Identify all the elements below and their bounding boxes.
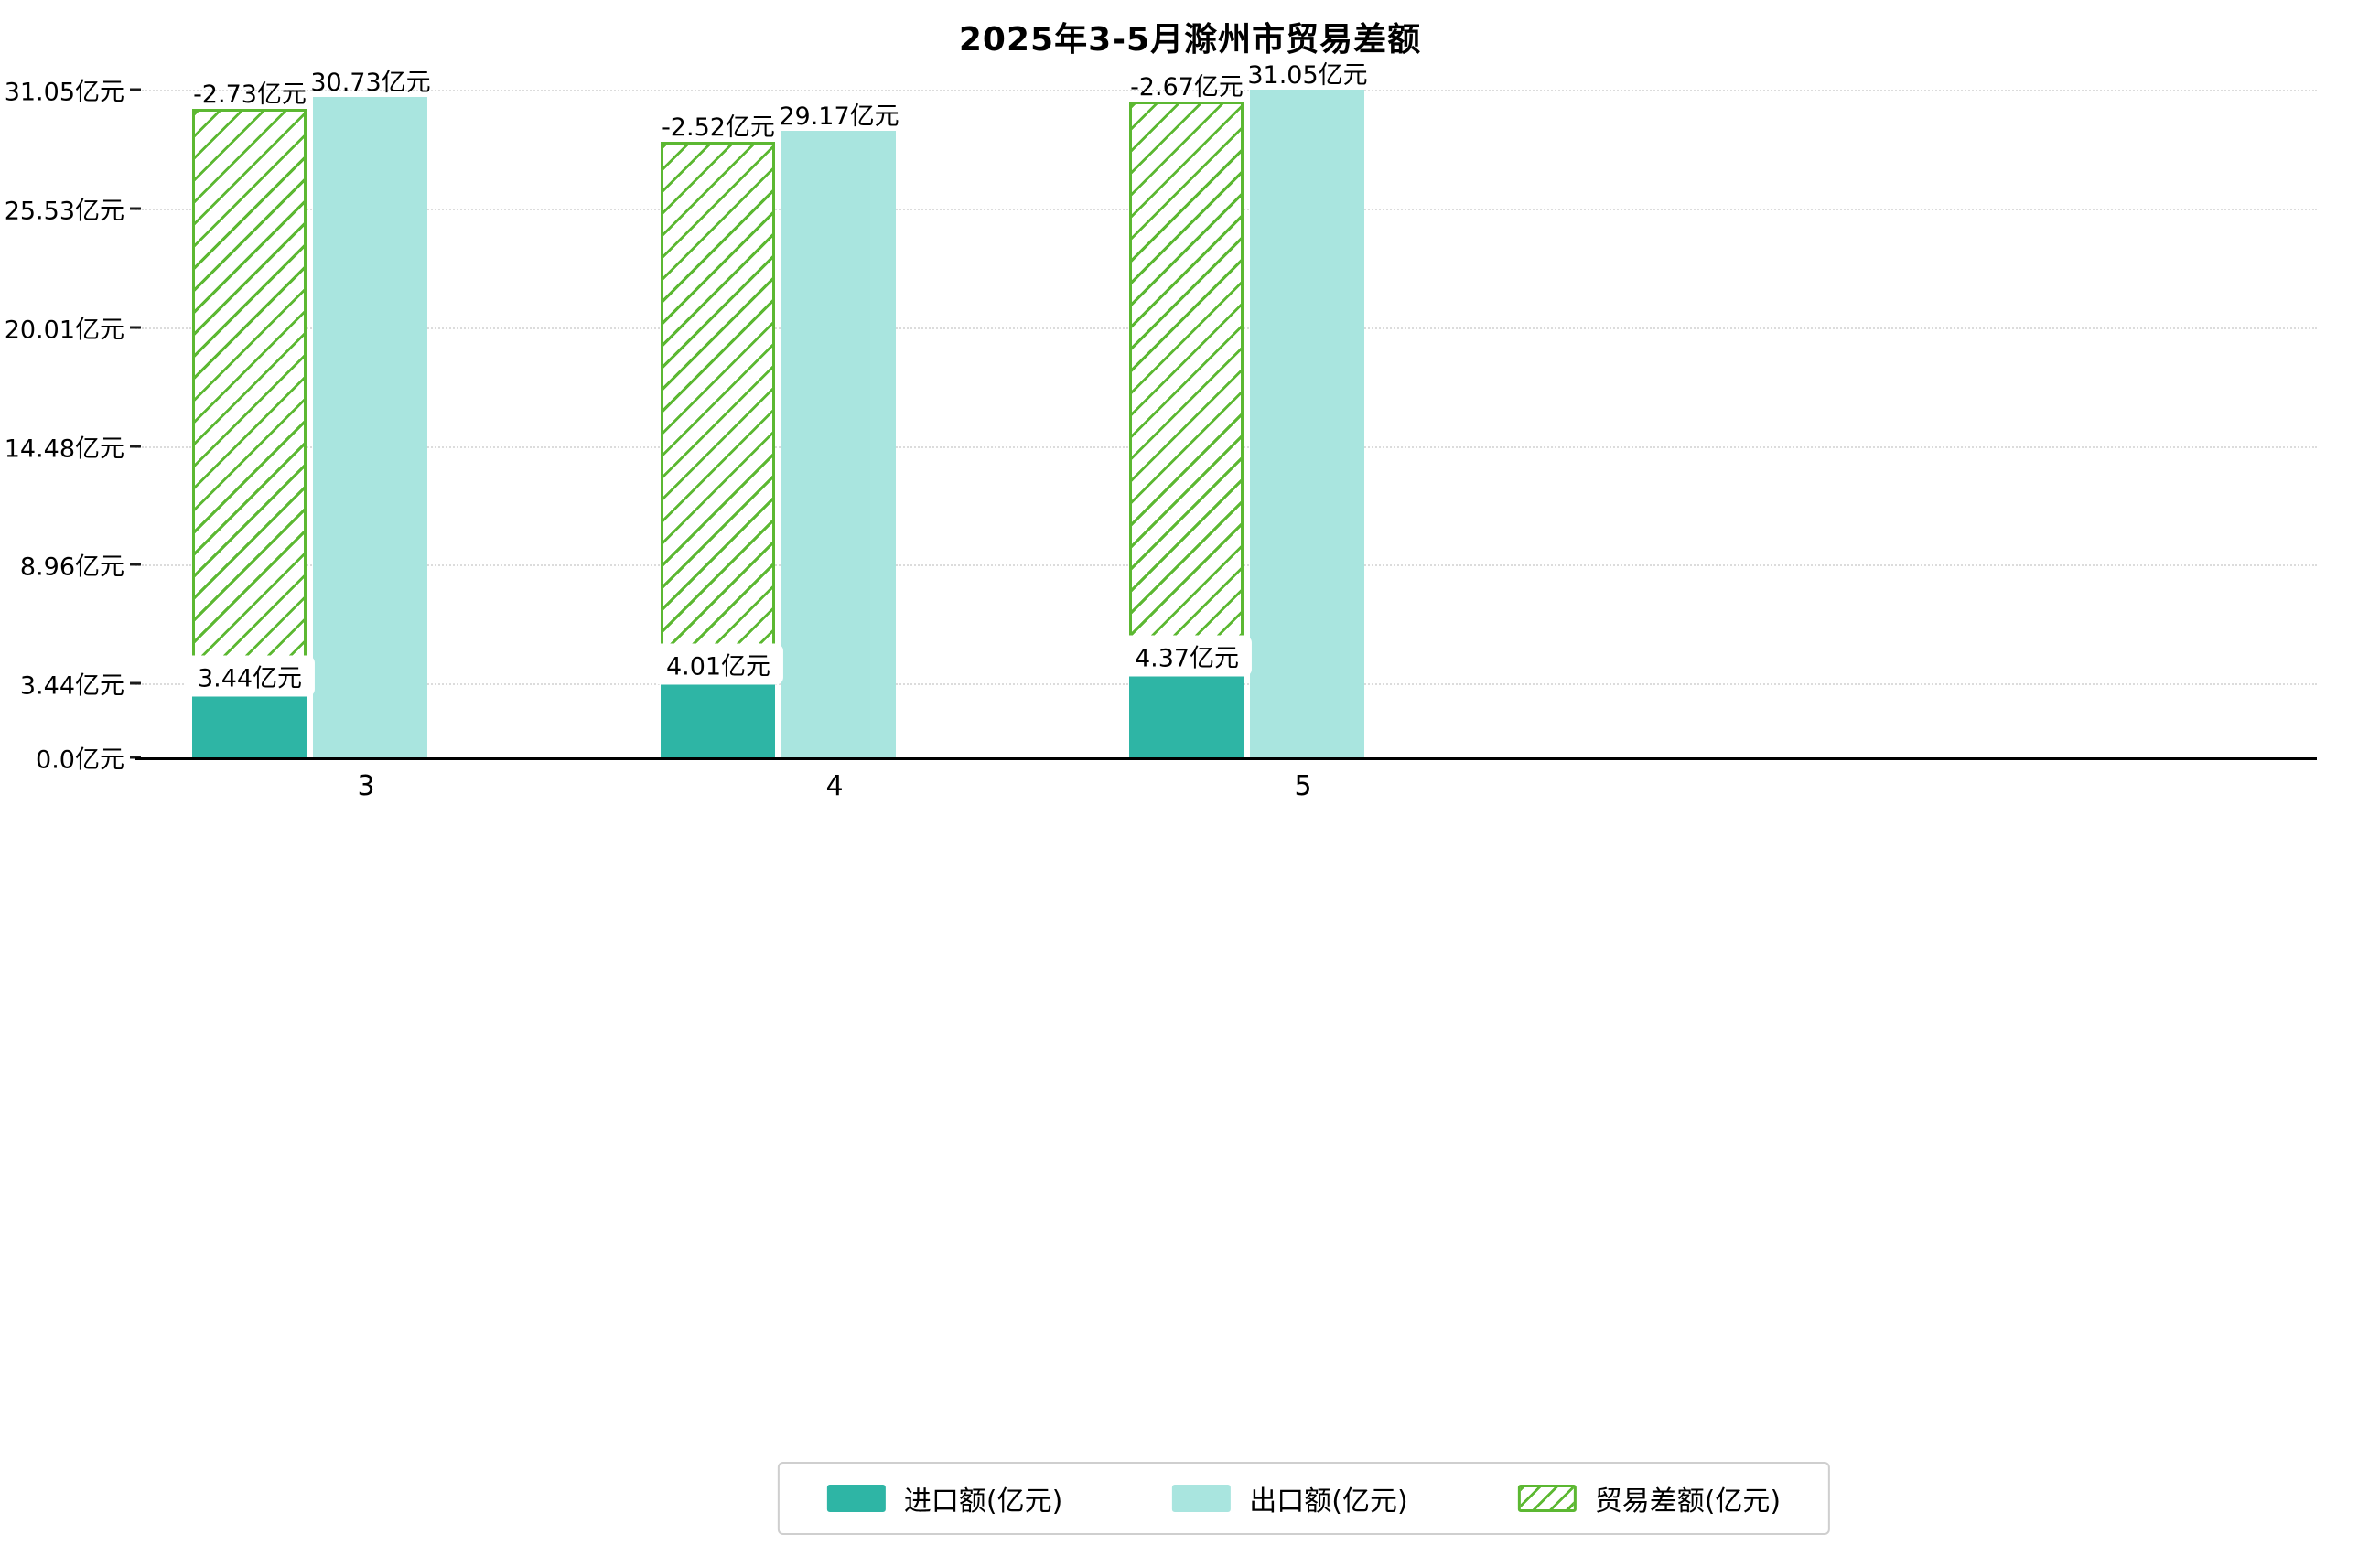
y-axis-tick-mark — [130, 445, 141, 448]
trade-balance-swatch-icon — [1517, 1485, 1577, 1512]
export-bar — [781, 130, 896, 757]
export-value-label: 31.05亿元 — [1247, 61, 1368, 91]
export-bar — [313, 96, 427, 757]
legend-item-export: 出口额(亿元) — [1172, 1478, 1408, 1518]
export-value-label: 30.73亿元 — [310, 68, 431, 97]
x-axis-tick-label: 4 — [825, 770, 844, 802]
chart-title: 2025年3-5月滁州市贸易差额 — [958, 21, 1422, 59]
y-axis-tick-label: 14.48亿元 — [4, 435, 124, 464]
y-axis-tick-mark — [130, 88, 141, 91]
legend-label-import: 进口额(亿元) — [903, 1486, 1063, 1518]
y-axis-tick-label: 8.96亿元 — [19, 553, 124, 582]
import-bar — [661, 671, 775, 757]
gridline — [135, 90, 2317, 92]
trade-balance-value-label: -2.67亿元 — [1130, 73, 1244, 102]
import-value-label: 3.44亿元 — [184, 655, 316, 697]
import-value-label: 4.01亿元 — [652, 643, 784, 685]
x-axis-tick-label: 5 — [1294, 770, 1312, 802]
import-bar — [1129, 663, 1244, 757]
y-axis-tick-label: 25.53亿元 — [4, 197, 124, 226]
import-value-label: 4.37亿元 — [1121, 635, 1253, 677]
trade-balance-value-label: -2.73亿元 — [193, 80, 307, 109]
legend-label-export: 出口额(亿元) — [1249, 1486, 1408, 1518]
legend-item-import: 进口额(亿元) — [826, 1478, 1063, 1518]
import-swatch-icon — [826, 1485, 886, 1512]
y-axis-tick-label: 20.01亿元 — [4, 316, 124, 345]
trade-balance-value-label: -2.52亿元 — [662, 113, 775, 143]
x-axis-tick-label: 3 — [357, 770, 375, 802]
y-axis-tick-label: 31.05亿元 — [4, 78, 124, 107]
x-axis-line — [135, 757, 2317, 760]
y-axis-tick-mark — [130, 563, 141, 566]
export-swatch-icon — [1172, 1485, 1232, 1512]
y-axis-tick-mark — [130, 207, 141, 210]
y-axis-tick-mark — [130, 681, 141, 685]
trade-balance-bar — [192, 108, 307, 684]
trade-balance-bar — [661, 142, 775, 671]
legend-label-balance: 贸易差额(亿元) — [1594, 1486, 1782, 1518]
trade-balance-bar — [1129, 102, 1244, 664]
export-bar — [1250, 90, 1364, 757]
y-axis-tick-label: 0.0亿元 — [36, 746, 124, 775]
y-axis-tick-label: 3.44亿元 — [19, 671, 124, 701]
export-value-label: 29.17亿元 — [779, 102, 899, 131]
legend: 进口额(亿元) 出口额(亿元) 贸易差额(亿元) — [777, 1462, 1831, 1535]
y-axis-tick-mark — [130, 326, 141, 329]
legend-item-balance: 贸易差额(亿元) — [1517, 1478, 1782, 1518]
